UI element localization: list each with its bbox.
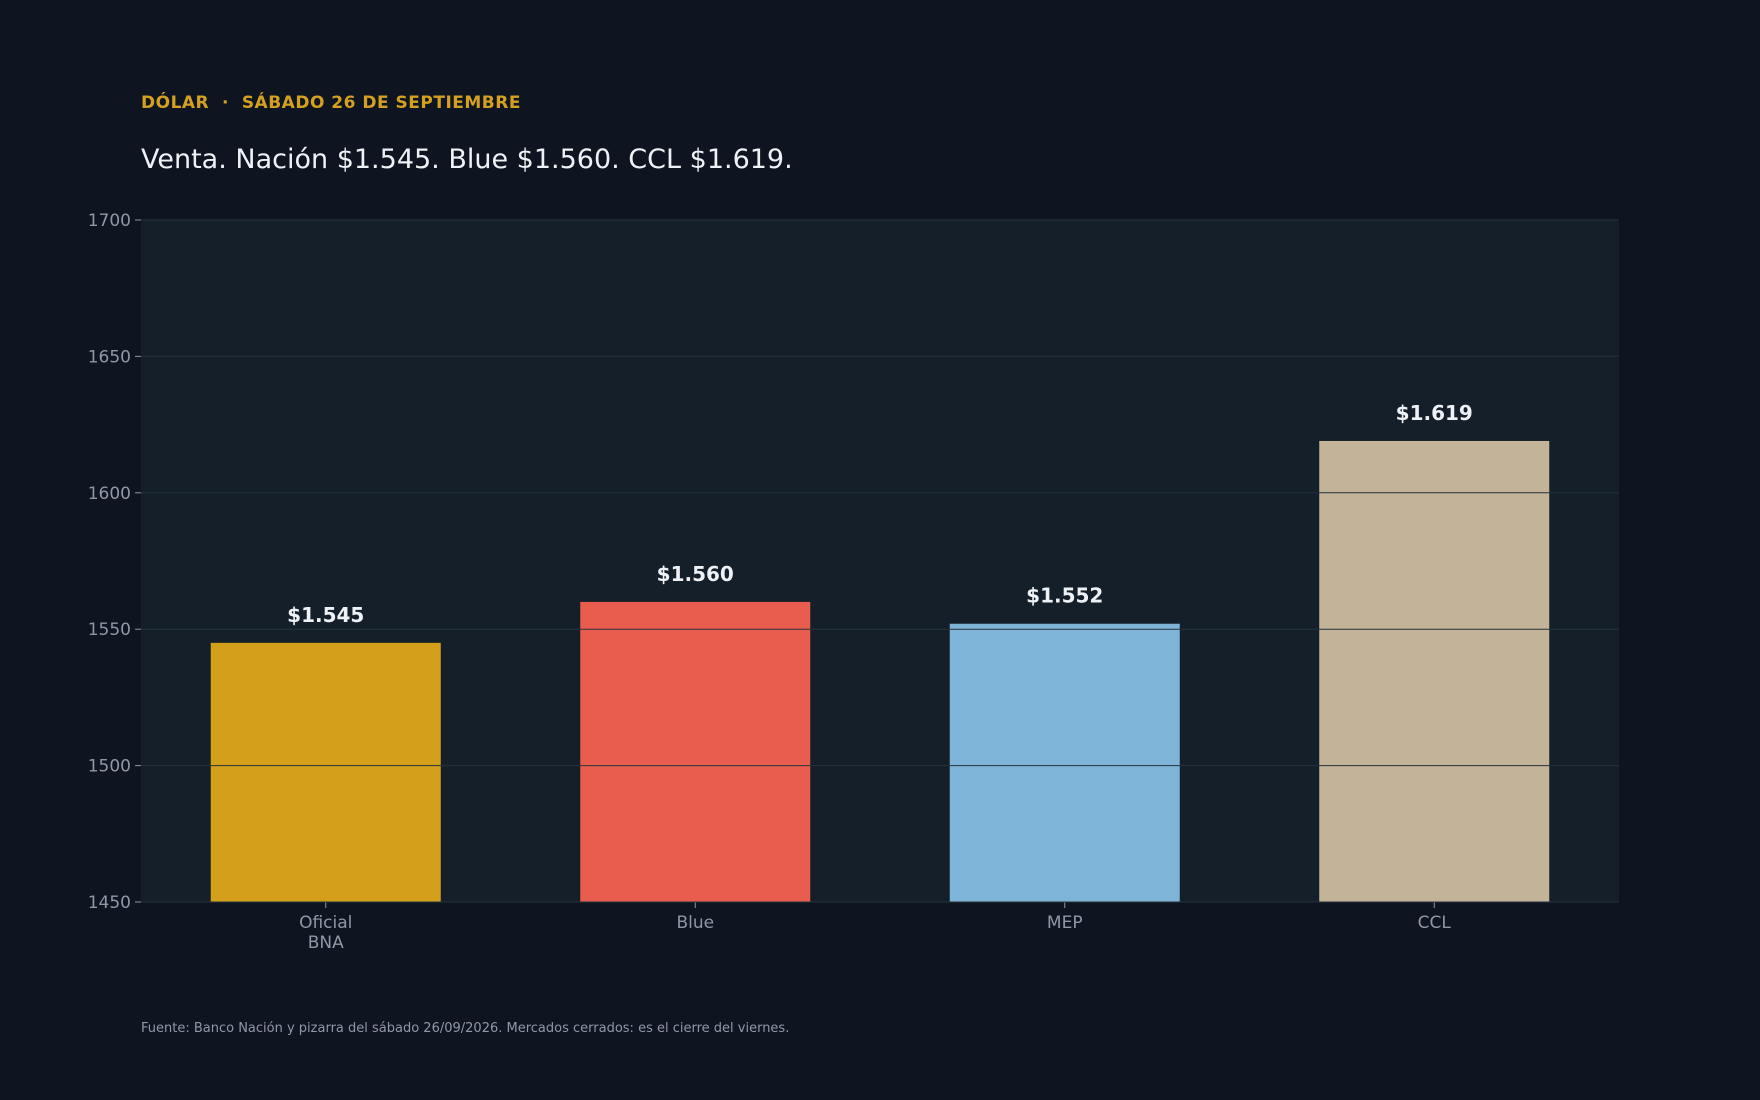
x-tick-label: BNA bbox=[308, 933, 344, 953]
source-note: Fuente: Banco Nación y pizarra del sábad… bbox=[141, 1021, 790, 1036]
kicker-separator: · bbox=[222, 93, 229, 113]
x-tick-label: MEP bbox=[1047, 913, 1083, 933]
kicker-topic: DÓLAR bbox=[141, 93, 210, 113]
y-tick-label: 1550 bbox=[88, 620, 131, 640]
bar-value-label: $1.560 bbox=[657, 562, 734, 586]
y-tick-label: 1700 bbox=[88, 211, 131, 231]
bar-3 bbox=[1319, 440, 1550, 902]
bar-0 bbox=[210, 642, 441, 902]
y-tick-label: 1650 bbox=[88, 347, 131, 367]
x-tick-label: CCL bbox=[1418, 913, 1452, 933]
y-tick-label: 1600 bbox=[88, 484, 131, 504]
x-tick-label: Blue bbox=[676, 913, 714, 933]
bar-value-label: $1.552 bbox=[1026, 584, 1103, 608]
bar-value-label: $1.545 bbox=[287, 603, 364, 627]
chart-headline: Venta. Nación $1.545. Blue $1.560. CCL $… bbox=[141, 144, 793, 175]
x-tick-label: Oficial bbox=[299, 913, 352, 933]
bar-2 bbox=[949, 623, 1180, 902]
kicker-date: SÁBADO 26 DE SEPTIEMBRE bbox=[241, 93, 521, 113]
bar-1 bbox=[580, 601, 811, 902]
y-tick-label: 1450 bbox=[88, 893, 131, 913]
y-tick-label: 1500 bbox=[88, 757, 131, 777]
bar-value-label: $1.619 bbox=[1396, 401, 1473, 425]
chart-kicker: DÓLAR · SÁBADO 26 DE SEPTIEMBRE bbox=[141, 93, 521, 113]
